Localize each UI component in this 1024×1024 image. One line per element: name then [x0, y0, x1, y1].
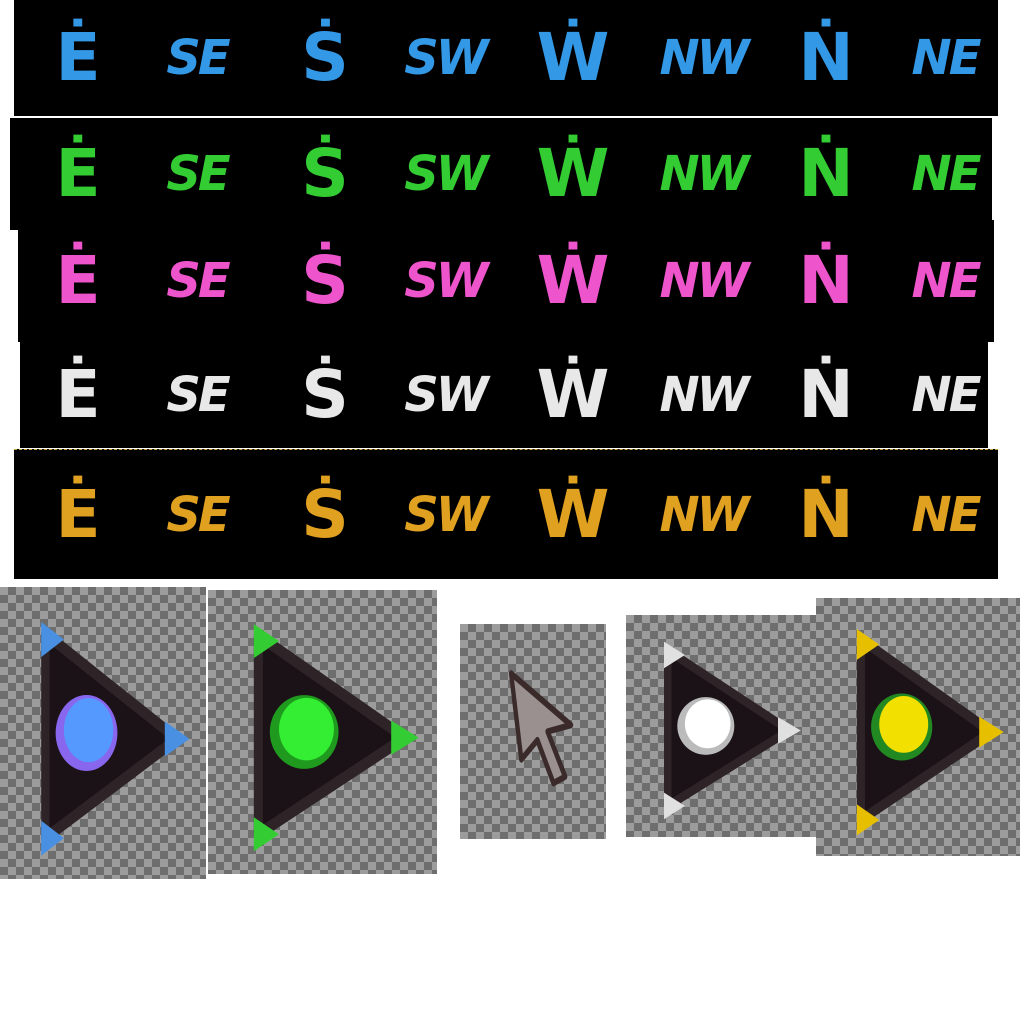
label-white-sw: SW: [404, 367, 489, 423]
label-pink-sw: SW: [404, 253, 489, 309]
marker-tip-top: [664, 641, 685, 669]
label-strip-green: Ė SE Ṡ SW Ẇ NW Ṅ NE: [10, 118, 992, 230]
label-pink-s: Ṡ: [301, 242, 349, 319]
marker-dot: [278, 697, 334, 761]
label-orange-sw: SW: [404, 486, 489, 543]
marker-sprite-blue: [0, 587, 206, 879]
marker-tip-bottom: [41, 820, 64, 856]
marker-sprite-white: [626, 615, 816, 837]
label-blue-n: Ṅ: [798, 19, 854, 96]
label-orange-e: Ė: [55, 475, 101, 553]
triangle-marker-icon: [664, 641, 801, 820]
label-pink-ne: NE: [911, 253, 982, 309]
cursor-arrow: [508, 670, 574, 787]
label-orange-nw: NW: [659, 486, 749, 543]
triangle-marker-icon: [253, 624, 419, 852]
marker-sprite-green: [208, 590, 437, 874]
label-white-w: Ẇ: [536, 356, 610, 433]
triangle-marker-icon: [41, 622, 190, 856]
cursor-sprite: [460, 624, 606, 839]
label-green-w: Ẇ: [536, 135, 610, 212]
label-strip-pink: Ė SE Ṡ SW Ẇ NW Ṅ NE: [18, 220, 994, 342]
marker-dot: [684, 699, 731, 749]
arrow-cursor-icon: [508, 670, 574, 787]
marker-tip-bottom: [856, 804, 880, 836]
label-green-se: SE: [166, 146, 230, 202]
marker-dot: [63, 697, 114, 763]
marker-tip-right: [778, 717, 801, 744]
label-pink-n: Ṅ: [798, 242, 854, 319]
label-orange-n: Ṅ: [798, 475, 854, 553]
marker-tip-right: [391, 720, 419, 755]
label-strip-blue: Ė SE Ṡ SW Ẇ NW Ṅ NE: [14, 0, 998, 116]
marker-tip-top: [253, 624, 279, 659]
label-pink-nw: NW: [659, 253, 749, 309]
label-green-e: Ė: [55, 135, 101, 212]
label-white-nw: NW: [659, 367, 749, 423]
label-strip-orange: Ė SE Ṡ SW Ẇ NW Ṅ NE: [14, 449, 998, 579]
label-blue-ne: NE: [911, 30, 982, 86]
label-green-n: Ṅ: [798, 135, 854, 212]
marker-tip-bottom: [664, 792, 685, 820]
label-blue-sw: SW: [404, 30, 489, 86]
label-white-se: SE: [166, 367, 230, 423]
label-green-nw: NW: [659, 146, 749, 202]
label-blue-nw: NW: [659, 30, 749, 86]
label-strip-white: Ė SE Ṡ SW Ẇ NW Ṅ NE: [20, 342, 988, 448]
triangle-marker-icon: [856, 628, 1004, 836]
label-orange-s: Ṡ: [301, 475, 349, 553]
label-blue-s: Ṡ: [301, 19, 349, 96]
label-pink-w: Ẇ: [536, 242, 610, 319]
label-blue-w: Ẇ: [536, 19, 610, 96]
marker-sprite-yellow: [816, 598, 1020, 856]
label-white-s: Ṡ: [301, 356, 349, 433]
marker-tip-top: [41, 622, 64, 658]
label-white-n: Ṅ: [798, 356, 854, 433]
marker-tip-right: [164, 721, 190, 757]
label-pink-e: Ė: [55, 242, 101, 319]
label-green-sw: SW: [404, 146, 489, 202]
label-green-ne: NE: [911, 146, 982, 202]
label-white-e: Ė: [55, 356, 101, 433]
marker-tip-bottom: [253, 817, 279, 852]
marker-dot: [879, 696, 929, 753]
label-blue-e: Ė: [55, 19, 101, 96]
label-orange-w: Ẇ: [536, 475, 610, 553]
label-blue-se: SE: [166, 30, 230, 86]
label-green-s: Ṡ: [301, 135, 349, 212]
marker-tip-right: [979, 716, 1004, 748]
label-white-ne: NE: [911, 367, 982, 423]
label-orange-ne: NE: [911, 486, 982, 543]
label-pink-se: SE: [166, 253, 230, 309]
marker-tip-top: [856, 628, 880, 660]
label-orange-se: SE: [166, 486, 230, 543]
